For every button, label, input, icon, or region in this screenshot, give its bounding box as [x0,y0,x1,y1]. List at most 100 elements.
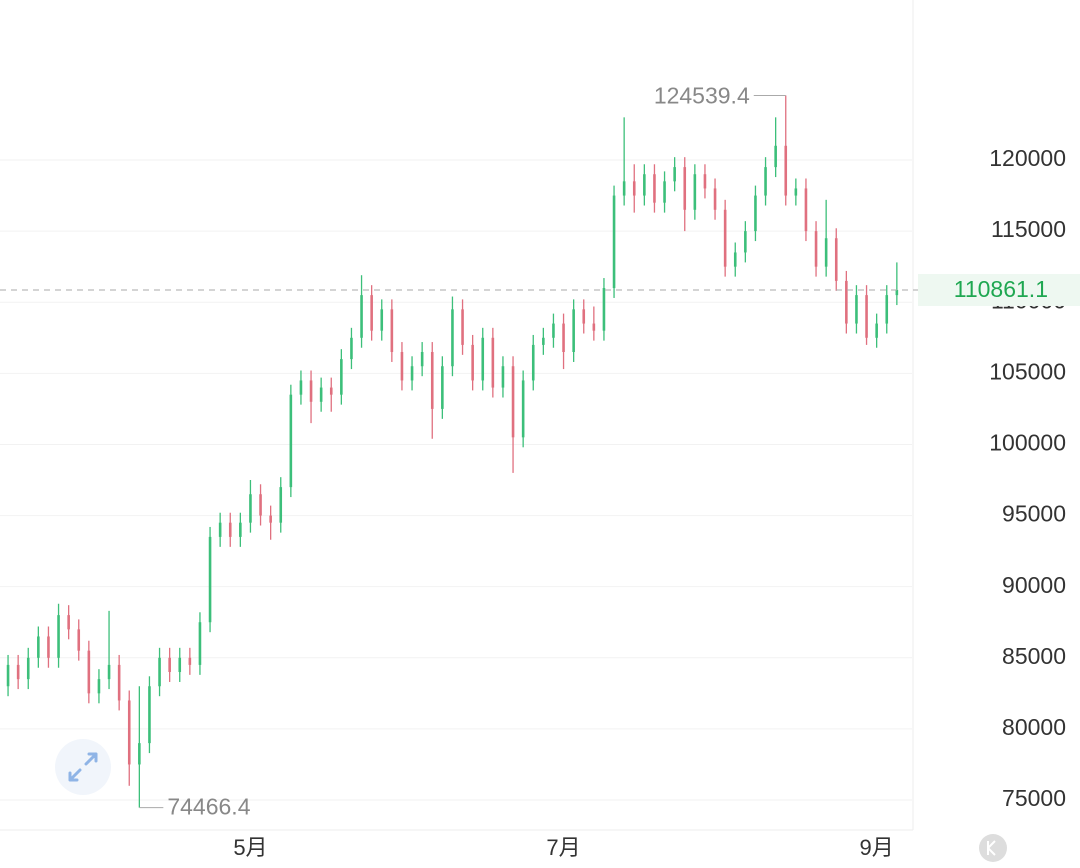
candle-body [360,295,363,338]
candle-body [6,664,10,687]
candle-body [370,295,373,331]
candle-body [542,337,545,345]
candle-body [279,487,283,523]
candle-body [481,337,485,381]
candle-body [673,167,676,182]
candle-body [37,636,40,658]
candle-body [97,679,101,694]
candle-body [67,615,70,630]
candle-body [491,337,495,388]
candle-body [693,174,697,210]
candle-body [340,359,343,395]
candle-body [895,289,899,296]
candle-body [410,366,414,381]
candle-body [865,295,868,338]
candle-body [713,188,717,210]
candle-body [612,195,616,289]
candle-body [845,280,848,324]
candle-body [643,174,646,196]
candle-body [148,686,151,744]
candle-body [663,181,666,203]
candle-body [77,629,81,651]
candle-body [784,145,788,196]
candle-body [834,238,838,281]
candle-body [239,522,242,537]
candle-body [117,664,121,701]
candle-body [107,664,111,680]
candle-body [875,323,878,338]
candle-body [632,181,636,196]
candle-body [622,181,626,196]
candle-body [582,309,586,324]
candle-body [471,344,474,381]
candle-body [764,167,767,196]
last-price-box [918,273,1080,306]
candle-body [562,323,565,353]
candle-body [319,387,323,402]
y-tick-label: 105000 [989,358,1066,384]
y-tick-label: 95000 [1002,501,1066,527]
candle-body [47,636,50,658]
candle-body [531,344,535,381]
candle-body [744,231,747,253]
candle-body [138,743,141,765]
candle-body [259,494,262,516]
candle-body [329,387,333,395]
candle-body [269,515,272,523]
candle-body [87,650,91,694]
candle-body [299,380,303,395]
candle-body [420,352,424,367]
max-annotation: 124539.4 [654,83,750,109]
candle-body [683,167,687,210]
candle-body [188,657,192,665]
candle-body [501,366,505,388]
candle-body [733,252,737,267]
candle-body [390,309,394,353]
candle-body [400,352,404,381]
candle-body [804,188,808,232]
candle-body [521,380,525,438]
candle-body [218,522,222,537]
candle-body [26,657,30,680]
candle-body [552,323,555,338]
candle-body [249,494,252,523]
candle-body [309,380,313,402]
candle-body [127,700,131,765]
candle-body [16,664,20,680]
x-tick-label: 7月 [546,835,580,860]
candle-body [198,622,202,665]
candle-body [794,188,798,196]
candle-body [228,522,232,537]
candle-body [511,366,515,438]
candle-body [380,309,384,331]
y-tick-label: 100000 [989,430,1066,456]
candle-body [178,657,182,673]
y-tick-label: 115000 [991,216,1066,242]
expand-icon[interactable] [55,739,111,795]
candle-body [158,657,161,687]
y-tick-label: 80000 [1002,714,1066,740]
candle-body [168,657,171,673]
candle-body [572,309,575,353]
candle-body [350,337,353,360]
candle-body [855,295,858,324]
y-tick-label: 120000 [989,145,1066,171]
candle-body [592,323,596,331]
min-annotation: 74466.4 [167,794,250,820]
y-tick-label: 85000 [1002,643,1066,669]
candle-body [461,309,464,345]
kline-button[interactable] [979,834,1007,862]
candle-body [814,231,818,267]
last-price-label: 110861.1 [954,276,1048,302]
grid [0,159,912,801]
x-tick-label: 5月 [233,835,267,860]
candle-body [653,174,656,203]
y-tick-label: 75000 [1002,785,1066,811]
candle-body [602,288,606,331]
candle-body [451,309,454,367]
candle-body [703,174,707,189]
candle-body [289,394,293,488]
candle-body [774,145,777,168]
candle-body [723,209,727,267]
